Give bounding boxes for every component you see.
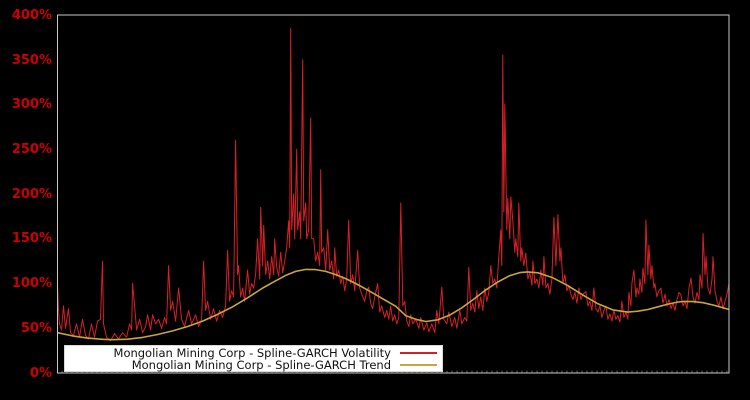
trend-line — [57, 268, 730, 341]
y-axis-tick-label: 50% — [20, 321, 52, 336]
legend-item-trend: Mongolian Mining Corp - Spline-GARCH Tre… — [65, 359, 437, 371]
volatility-line — [57, 27, 730, 342]
y-axis: 0% 50% 100% 150% 200% 250% 300% 350% 400… — [0, 0, 52, 400]
legend-label-trend: Mongolian Mining Corp - Spline-GARCH Tre… — [131, 357, 391, 372]
legend-label-volatility: Mongolian Mining Corp - Spline-GARCH Vol… — [113, 345, 391, 360]
legend: Mongolian Mining Corp - Spline-GARCH Vol… — [64, 345, 443, 372]
y-axis-tick-label: 100% — [11, 276, 52, 291]
y-axis-tick-label: 200% — [11, 187, 52, 202]
legend-item-volatility: Mongolian Mining Corp - Spline-GARCH Vol… — [65, 347, 437, 359]
y-axis-tick-label: 300% — [11, 97, 52, 112]
plot-frame — [57, 14, 730, 374]
y-axis-tick-label: 150% — [11, 231, 52, 246]
y-axis-tick-label: 400% — [11, 8, 52, 23]
legend-line-swatch-volatility — [400, 351, 437, 354]
y-axis-tick-label: 350% — [11, 53, 52, 68]
y-axis-tick-label: 0% — [29, 366, 52, 381]
y-axis-tick-label: 250% — [11, 142, 52, 157]
legend-line-swatch-trend — [400, 363, 437, 366]
